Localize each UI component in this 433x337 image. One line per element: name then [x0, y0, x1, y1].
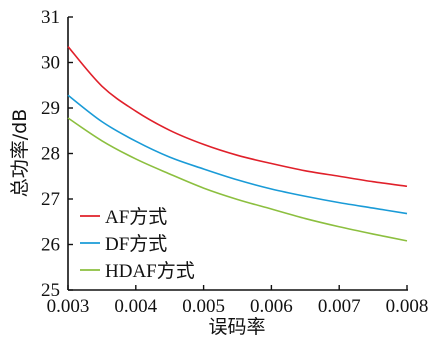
series-line-3	[67, 117, 408, 242]
series-line-2	[67, 94, 408, 215]
y-tick-label: 28	[41, 144, 60, 165]
x-tick-label: 0.006	[250, 296, 293, 317]
y-tick-label: 31	[41, 7, 60, 28]
y-tick-label: 30	[41, 53, 60, 74]
y-tick-label: 27	[41, 189, 60, 210]
tick-marks: 25 26 27 28 29 30 31 0.003 0.004 0.005 0.006 0.007 0…	[41, 7, 428, 317]
series-lines	[67, 46, 408, 242]
x-tick-label: 0.007	[318, 296, 361, 317]
y-tick-label: 29	[41, 98, 60, 119]
legend-label-3: HDAF方式	[105, 260, 195, 282]
legend-label-2: DF方式	[105, 233, 167, 255]
x-tick-label: 0.004	[114, 296, 157, 317]
legend: AF方式 DF方式 HDAF方式	[80, 206, 195, 282]
x-tick-label: 0.003	[47, 296, 90, 317]
y-axis-label: 总功率/dB	[9, 109, 31, 198]
x-tick-label: 0.008	[386, 296, 429, 317]
series-line-1	[67, 46, 408, 188]
legend-label-1: AF方式	[105, 206, 167, 228]
y-tick-label: 26	[41, 235, 60, 256]
x-axis-label: 误码率	[208, 316, 265, 337]
y-tick-label: 25	[41, 280, 60, 301]
x-tick-label: 0.005	[182, 296, 225, 317]
